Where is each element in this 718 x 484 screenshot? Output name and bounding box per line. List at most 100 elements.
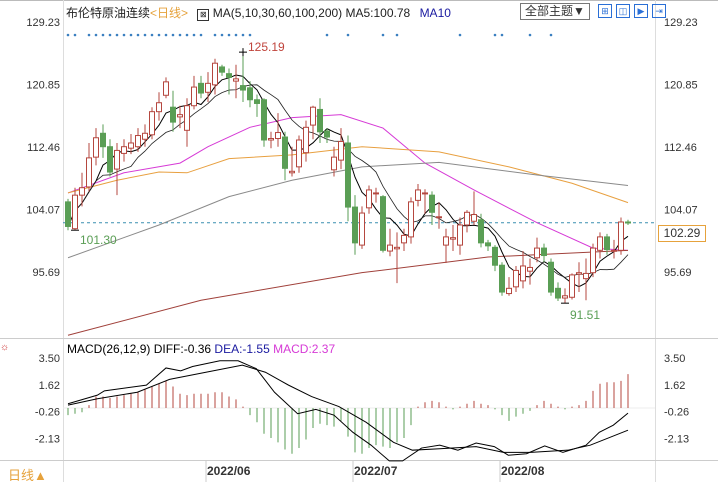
macd-tick-right: 1.62 [664,380,685,392]
price-tick-left: 104.07 [26,205,60,217]
candle-body [212,62,218,86]
signal-marker-dot [234,33,238,37]
play-icon[interactable]: ▶ [634,4,648,18]
candle-body [240,85,246,91]
signal-marker-dot [101,33,105,37]
candle-body [562,295,568,299]
candle [625,219,631,225]
candle-body [597,236,603,251]
candle-body [499,264,505,293]
signal-marker-dot [248,33,252,37]
candle-body [534,247,540,259]
candle-body [548,261,554,293]
candle-body [121,146,127,154]
signal-marker-dot [143,33,147,37]
candle-body [198,82,204,94]
candle-body [604,236,610,251]
indicator-settings-icon[interactable]: ⊠ [197,9,210,21]
period-label[interactable]: <日线> [150,6,189,20]
signal-marker-dot [227,33,231,37]
candle [247,81,253,108]
candle-body [415,189,421,201]
price-panel [63,48,655,336]
candle [184,98,190,147]
candle [499,262,505,296]
candle-body [485,242,491,247]
candle [408,197,414,244]
candle-body [373,192,379,195]
macd-header: MACD(26,12,9) DIFF:-0.36 DEA:-1.55 MACD:… [67,342,335,356]
exit-icon[interactable]: ⇥ [652,4,666,18]
price-tick-right: 129.23 [664,17,698,29]
candle-body [464,211,470,226]
candle-body [156,102,162,113]
candle [107,139,113,177]
candle [100,124,106,158]
settings-gear-icon[interactable]: ☼ [0,342,10,353]
candle [135,128,141,152]
candle-body [457,224,463,246]
macd-value: MACD:2.37 [273,342,336,356]
candle-body [282,136,288,169]
signal-marker-dot [150,33,154,37]
candle-body [247,87,253,101]
candle-body [520,265,526,282]
candle-body [226,73,232,78]
price-tick-right: 120.85 [664,79,698,91]
grid-icon[interactable]: ⊞ [598,4,612,18]
candle [471,191,477,225]
split-icon[interactable]: ◫ [616,4,630,18]
candle [338,128,344,170]
ma200-line [67,249,629,336]
price-tick-left: 129.23 [26,17,60,29]
candle-body [492,246,498,266]
candle-body [401,234,407,244]
theme-selector-button[interactable]: 全部主题▼ [520,3,590,20]
signal-marker-dot [157,33,161,37]
signal-marker-dot [115,33,119,37]
candle [464,210,470,233]
candle-body [422,192,428,195]
candle-body [611,249,617,252]
candle [72,187,78,231]
candle [422,189,428,214]
candle-body [317,108,323,133]
candle [485,239,491,252]
candle [520,251,526,289]
date-tick-label: 2022/06 [207,464,251,478]
ma5-value: MA5:100.78 [345,6,411,20]
candle [478,213,484,248]
candle [331,146,337,177]
signal-marker-dot [549,33,553,37]
axis-labels: 125.19 101.30 91.51 129.23 129.23 120.85 120.8… [26,17,698,482]
signal-marker-dot [122,33,126,37]
signal-marker-dot [108,33,112,37]
date-tick-label: 2022/08 [501,464,545,478]
ma-label: MA(5,10,30,60,100,200) [212,6,343,20]
candle [597,232,603,259]
candle-body [625,221,631,224]
header-bar: 布伦特原油连续<日线> ⊠ MA(5,10,30,60,100,200) MA5… [66,4,451,21]
candle [534,237,540,263]
candle [415,183,421,207]
candle-body [576,272,582,275]
candle [359,206,365,249]
candle [317,98,323,143]
candle-body [478,219,484,244]
candle-body [338,140,344,161]
candle [345,135,351,222]
price-tick-right: 104.07 [664,205,698,217]
candle [457,217,463,255]
candle [261,98,267,147]
macd-tick-left: -0.26 [35,407,60,419]
signal-marker-dot [346,33,350,37]
candle [268,131,274,149]
candle-body [303,126,309,154]
candle [296,135,302,173]
candle [163,77,169,99]
candle [219,64,225,76]
candle-body [79,187,85,196]
period-toggle-button[interactable]: 日线▲ [8,468,47,483]
candle-body [394,246,400,250]
